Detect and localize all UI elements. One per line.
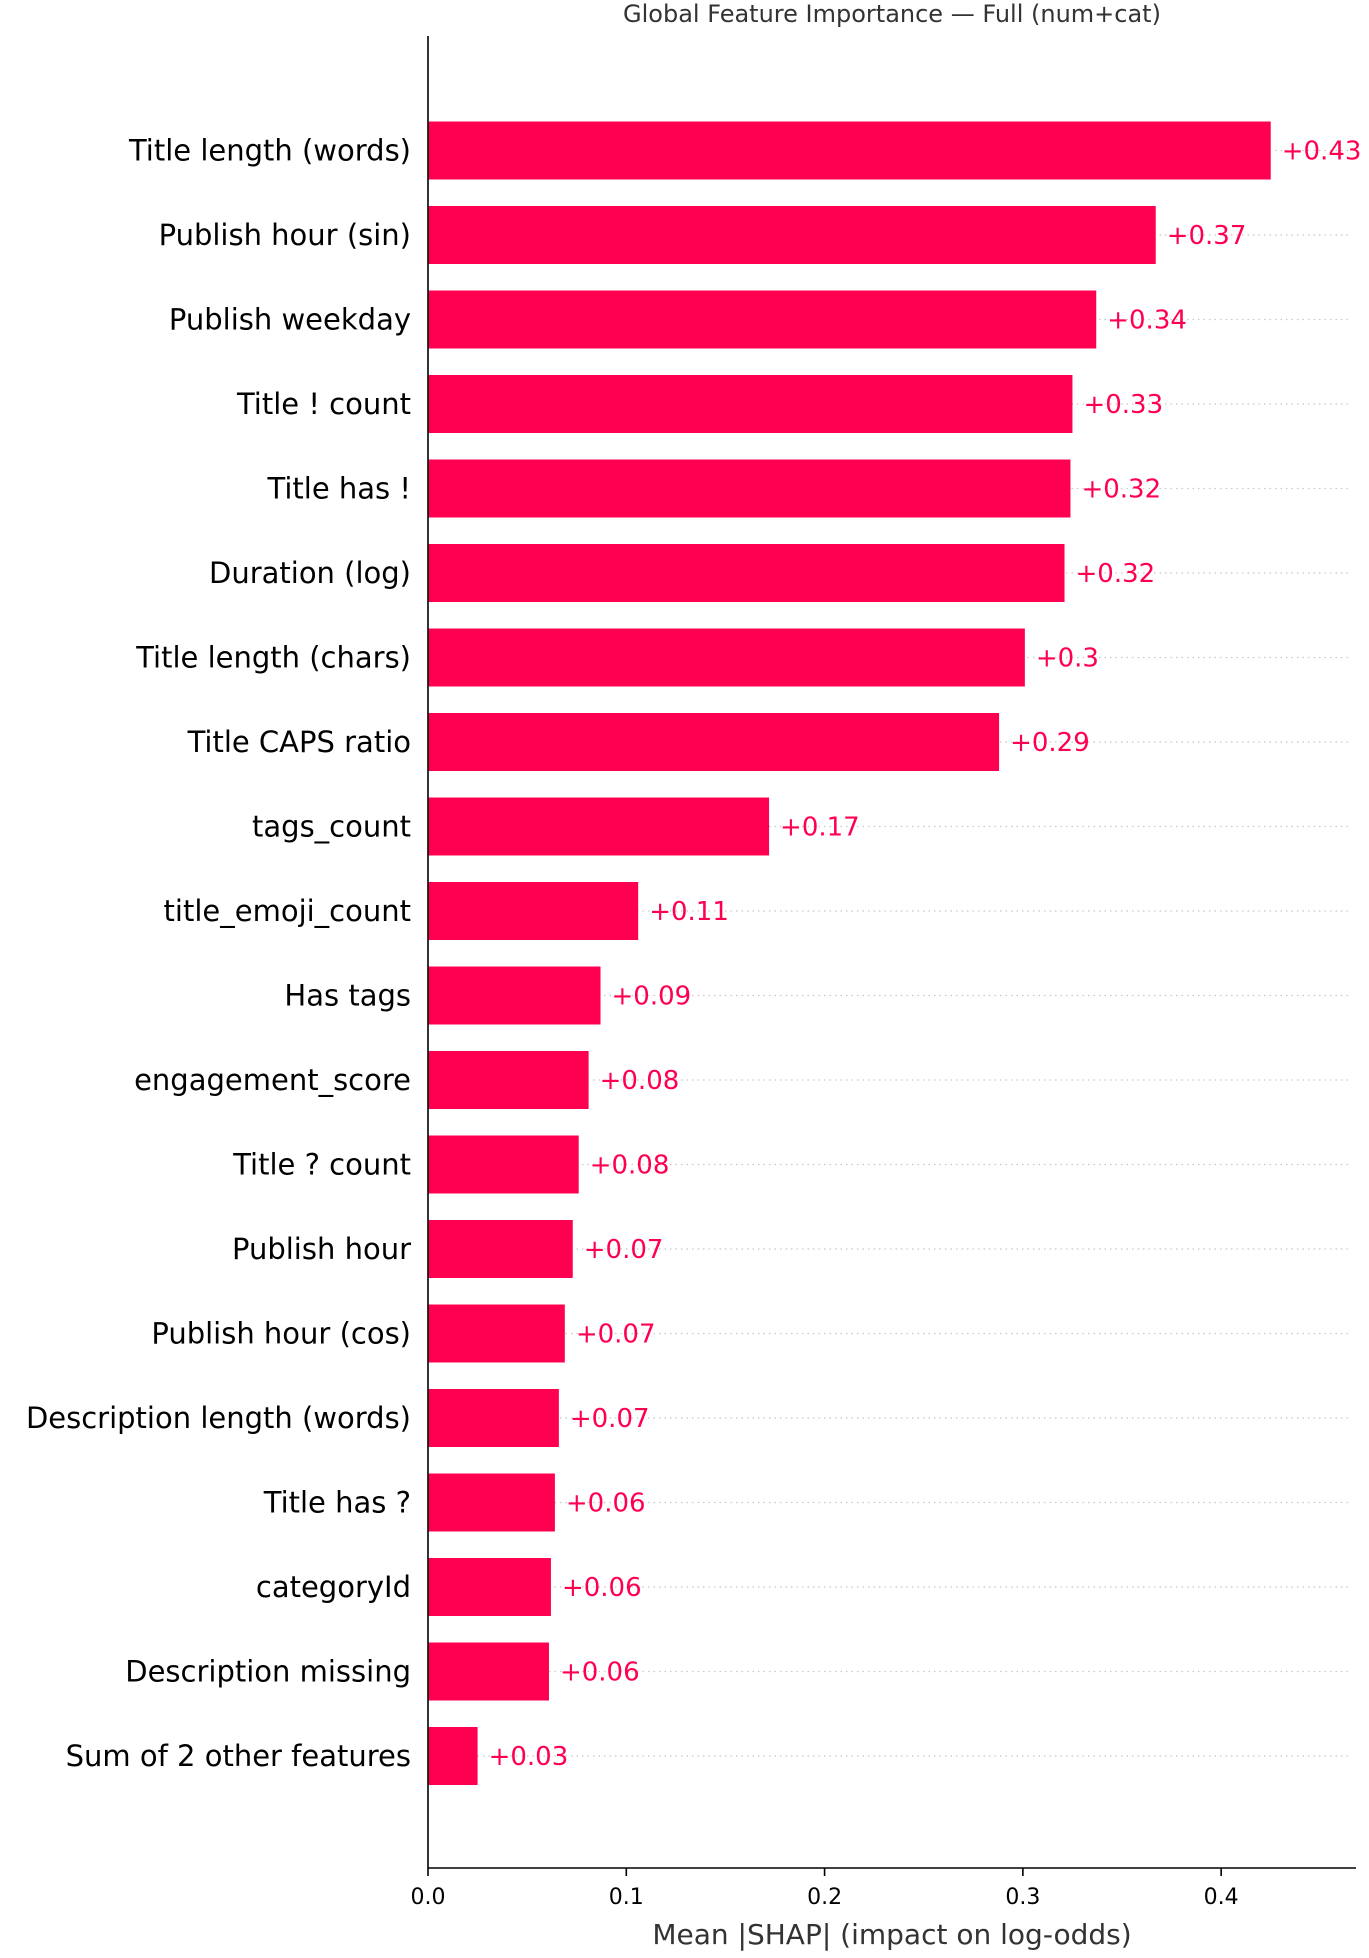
- bar-value-label: +0.07: [570, 1404, 650, 1434]
- bar-value-label: +0.32: [1076, 559, 1156, 589]
- bar-value-label: +0.06: [560, 1658, 640, 1688]
- bar: [428, 1135, 579, 1194]
- category-label: Duration (log): [209, 556, 411, 590]
- bar-value-label: +0.3: [1036, 644, 1099, 674]
- category-label: Title CAPS ratio: [187, 725, 411, 759]
- bar: [428, 121, 1271, 180]
- bar: [428, 1389, 559, 1447]
- category-labels: Title length (words) Publish hour (sin) Pu…: [26, 134, 411, 1774]
- bar-value-label: +0.29: [1010, 728, 1090, 758]
- bar: [428, 628, 1025, 687]
- bar-value-label: +0.07: [576, 1320, 656, 1350]
- bar: [428, 882, 639, 940]
- bar: [428, 713, 1000, 771]
- bar: [428, 1220, 573, 1278]
- x-tick-label: 0.0: [411, 1885, 446, 1910]
- category-label: categoryId: [256, 1570, 411, 1604]
- bars: [428, 121, 1271, 1785]
- bar-value-label: +0.03: [489, 1742, 569, 1772]
- category-label: Title length (chars): [135, 641, 411, 675]
- category-label: Description missing: [125, 1655, 411, 1689]
- bar: [428, 544, 1065, 602]
- bar-value-label: +0.06: [562, 1573, 642, 1603]
- chart-title: Global Feature Importance — Full (num+ca…: [623, 0, 1161, 28]
- bar-value-label: +0.32: [1081, 475, 1161, 505]
- category-label: Title ! count: [236, 387, 411, 421]
- bar: [428, 1051, 589, 1109]
- category-label: title_emoji_count: [164, 894, 411, 928]
- value-labels: +0.43 +0.37 +0.34 +0.33 +0.32 +0.32 +0.3 +0.29 +…: [489, 137, 1362, 1773]
- bar: [428, 459, 1071, 518]
- x-tick-label: 0.2: [807, 1885, 842, 1910]
- bar: [428, 206, 1156, 264]
- bar-value-label: +0.17: [780, 813, 860, 843]
- bar-value-label: +0.09: [612, 982, 692, 1012]
- bar: [428, 1473, 555, 1532]
- category-label: Description length (words): [26, 1401, 411, 1435]
- bar-value-label: +0.08: [590, 1151, 670, 1181]
- bar: [428, 1727, 478, 1785]
- bar-value-label: +0.43: [1282, 137, 1362, 167]
- bar-value-label: +0.06: [566, 1489, 646, 1519]
- category-label: Title has ?: [263, 1486, 411, 1520]
- x-tick-label: 0.1: [609, 1885, 644, 1910]
- bar-value-label: +0.33: [1083, 390, 1163, 420]
- category-label: Publish hour (sin): [159, 218, 411, 252]
- bar: [428, 290, 1097, 349]
- bar: [428, 1558, 551, 1616]
- category-label: tags_count: [252, 810, 411, 844]
- category-label: Publish weekday: [169, 303, 411, 337]
- bar-value-label: +0.37: [1167, 221, 1247, 251]
- bar: [428, 375, 1073, 433]
- bar: [428, 797, 770, 856]
- category-label: Has tags: [284, 979, 411, 1013]
- x-tick-label: 0.4: [1204, 1885, 1239, 1910]
- category-label: Title length (words): [128, 134, 411, 168]
- category-label: Sum of 2 other features: [66, 1739, 411, 1773]
- x-axis-label: Mean |SHAP| (impact on log-odds): [652, 1918, 1131, 1951]
- category-label: Title ? count: [232, 1148, 411, 1182]
- category-label: Title has !: [267, 472, 411, 506]
- bar-value-label: +0.11: [649, 897, 729, 927]
- category-label: Publish hour (cos): [151, 1317, 411, 1351]
- bar-value-label: +0.07: [584, 1235, 664, 1265]
- bar-value-label: +0.34: [1107, 306, 1187, 336]
- bar: [428, 966, 601, 1025]
- category-label: Publish hour: [232, 1232, 411, 1266]
- x-axis-ticks: 0.0 0.1 0.2 0.3 0.4: [411, 1868, 1239, 1910]
- bar-value-label: +0.08: [600, 1066, 680, 1096]
- bar: [428, 1304, 565, 1363]
- bar: [428, 1642, 549, 1701]
- x-tick-label: 0.3: [1005, 1885, 1040, 1910]
- category-label: engagement_score: [134, 1063, 411, 1097]
